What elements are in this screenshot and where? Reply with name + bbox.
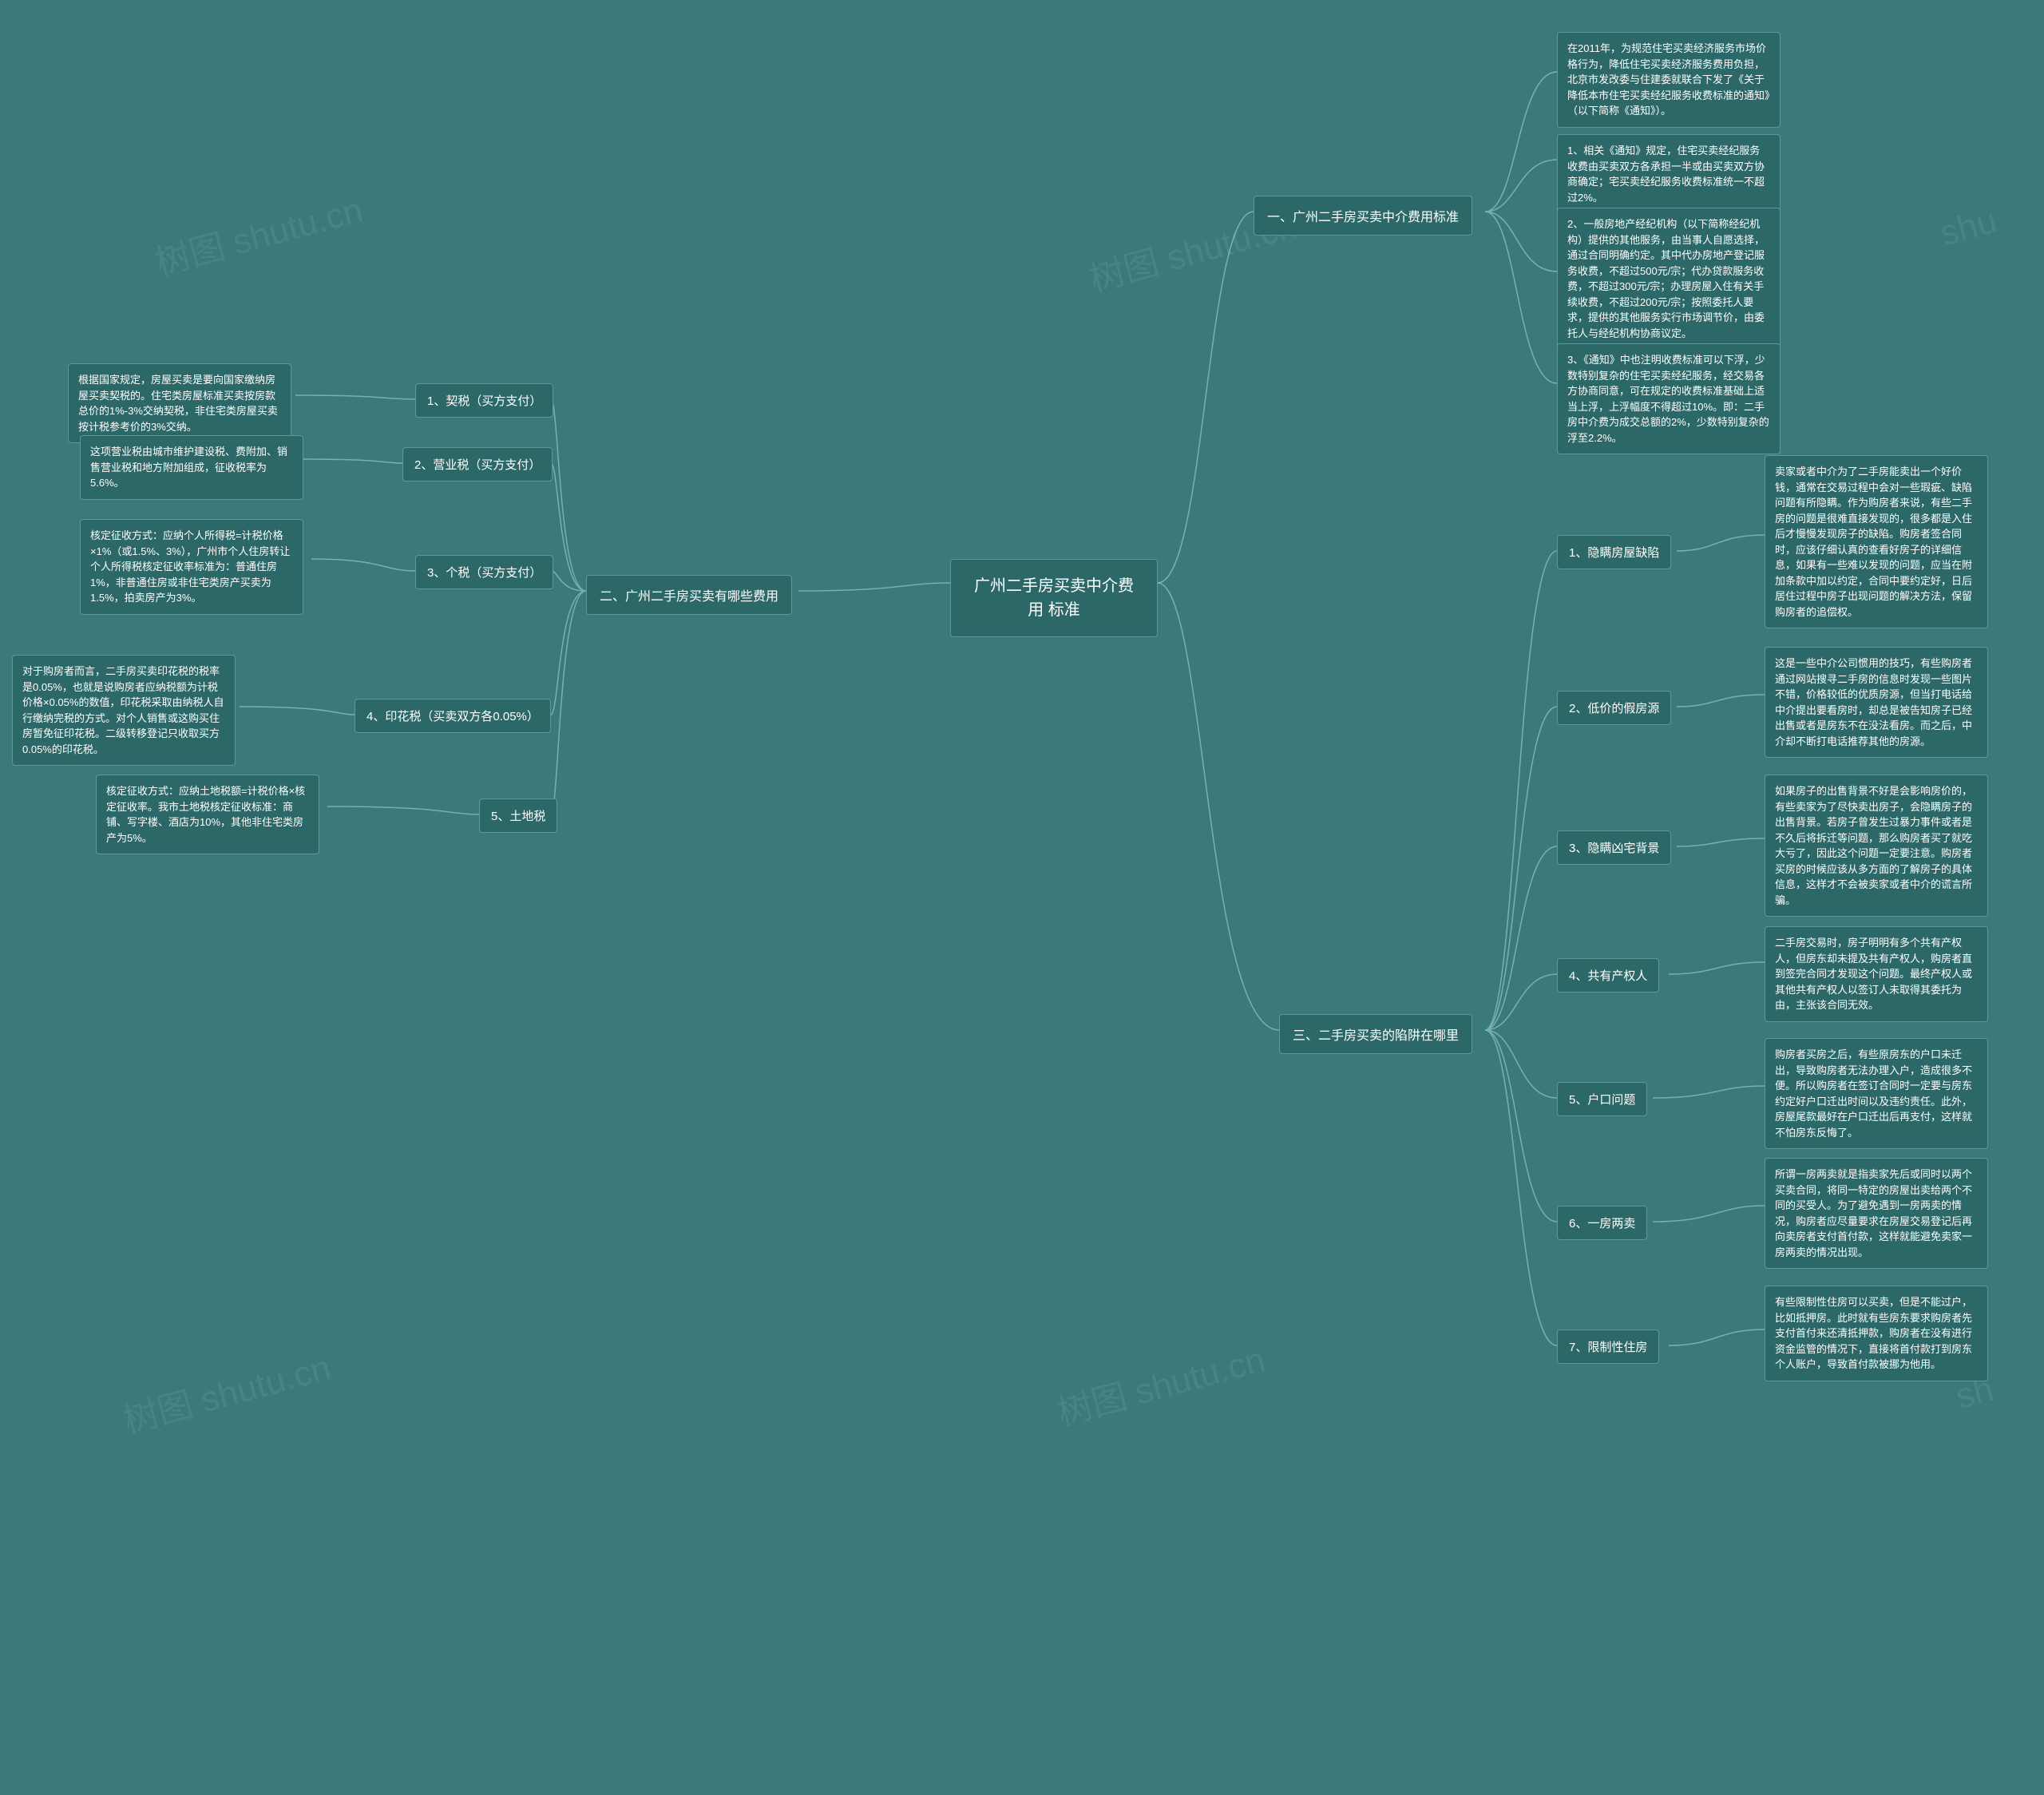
sub-node: 6、一房两卖 [1557, 1206, 1647, 1240]
leaf-node: 根据国家规定，房屋买卖是要向国家缴纳房屋买卖契税的。住宅类房屋标准买卖按房款总价… [68, 363, 291, 443]
sub-node: 2、营业税（买方支付） [402, 447, 553, 481]
leaf-node: 这是一些中介公司惯用的技巧，有些购房者通过网站搜寻二手房的信息时发现一些图片不错… [1765, 647, 1988, 758]
leaf-node: 二手房交易时，房子明明有多个共有产权人，但房东却未提及共有产权人，购房者直到签完… [1765, 926, 1988, 1022]
sub-node: 7、限制性住房 [1557, 1329, 1659, 1364]
sub-node: 5、户口问题 [1557, 1082, 1647, 1116]
center-text: 广州二手房买卖中介费用 标准 [974, 577, 1134, 619]
center-node: 广州二手房买卖中介费用 标准 [950, 559, 1158, 637]
leaf-node: 核定征收方式：应纳土地税额=计税价格×核定征收率。我市土地税核定征收标准：商铺、… [96, 775, 319, 854]
watermark: 树图 shutu.cn [117, 1339, 335, 1444]
leaf-node: 有些限制性住房可以买卖，但是不能过户，比如抵押房。此时就有些房东要求购房者先支付… [1765, 1286, 1988, 1381]
leaf-node: 如果房子的出售背景不好是会影响房价的，有些卖家为了尽快卖出房子，会隐瞒房子的出售… [1765, 775, 1988, 917]
branch-node: 二、广州二手房买卖有哪些费用 [586, 575, 792, 615]
branch-node: 三、二手房买卖的陷阱在哪里 [1279, 1014, 1472, 1054]
leaf-node: 所谓一房两卖就是指卖家先后或同时以两个买卖合同，将同一特定的房屋出卖给两个不同的… [1765, 1158, 1988, 1269]
leaf-node: 这项营业税由城市维护建设税、费附加、销售营业税和地方附加组成，征收税率为5.6%… [80, 435, 303, 500]
sub-node: 1、契税（买方支付） [415, 383, 553, 418]
sub-node: 4、印花税（买卖双方各0.05%） [355, 699, 551, 733]
leaf-node: 在2011年，为规范住宅买卖经济服务市场价格行为，降低住宅买卖经济服务费用负担，… [1557, 32, 1781, 128]
watermark: shu [1936, 201, 2001, 255]
sub-node: 1、隐瞒房屋缺陷 [1557, 535, 1671, 569]
leaf-node: 1、相关《通知》规定，住宅买卖经纪服务收费由买卖双方各承担一半或由买卖双方协商确… [1557, 134, 1781, 214]
sub-node: 5、土地税 [479, 798, 557, 833]
sub-node: 2、低价的假房源 [1557, 691, 1671, 725]
sub-node: 4、共有产权人 [1557, 958, 1659, 993]
leaf-node: 购房者买房之后，有些原房东的户口未迁出，导致购房者无法办理入户，造成很多不便。所… [1765, 1038, 1988, 1149]
leaf-node: 核定征收方式：应纳个人所得税=计税价格×1%（或1.5%、3%），广州市个人住房… [80, 519, 303, 615]
sub-node: 3、个税（买方支付） [415, 555, 553, 589]
leaf-node: 3、《通知》中也注明收费标准可以下浮，少数特别复杂的住宅买卖经纪服务，经交易各方… [1557, 343, 1781, 454]
sub-node: 3、隐瞒凶宅背景 [1557, 830, 1671, 865]
leaf-node: 2、一般房地产经纪机构（以下简称经纪机构）提供的其他服务，由当事人自愿选择，通过… [1557, 208, 1781, 350]
watermark: 树图 shutu.cn [1051, 1331, 1270, 1436]
branch-node: 一、广州二手房买卖中介费用标准 [1254, 196, 1472, 236]
leaf-node: 卖家或者中介为了二手房能卖出一个好价钱，通常在交易过程中会对一些瑕疵、缺陷问题有… [1765, 455, 1988, 628]
leaf-node: 对于购房者而言，二手房买卖印花税的税率是0.05%，也就是说购房者应纳税额为计税… [12, 655, 236, 766]
watermark: 树图 shutu.cn [149, 181, 367, 286]
